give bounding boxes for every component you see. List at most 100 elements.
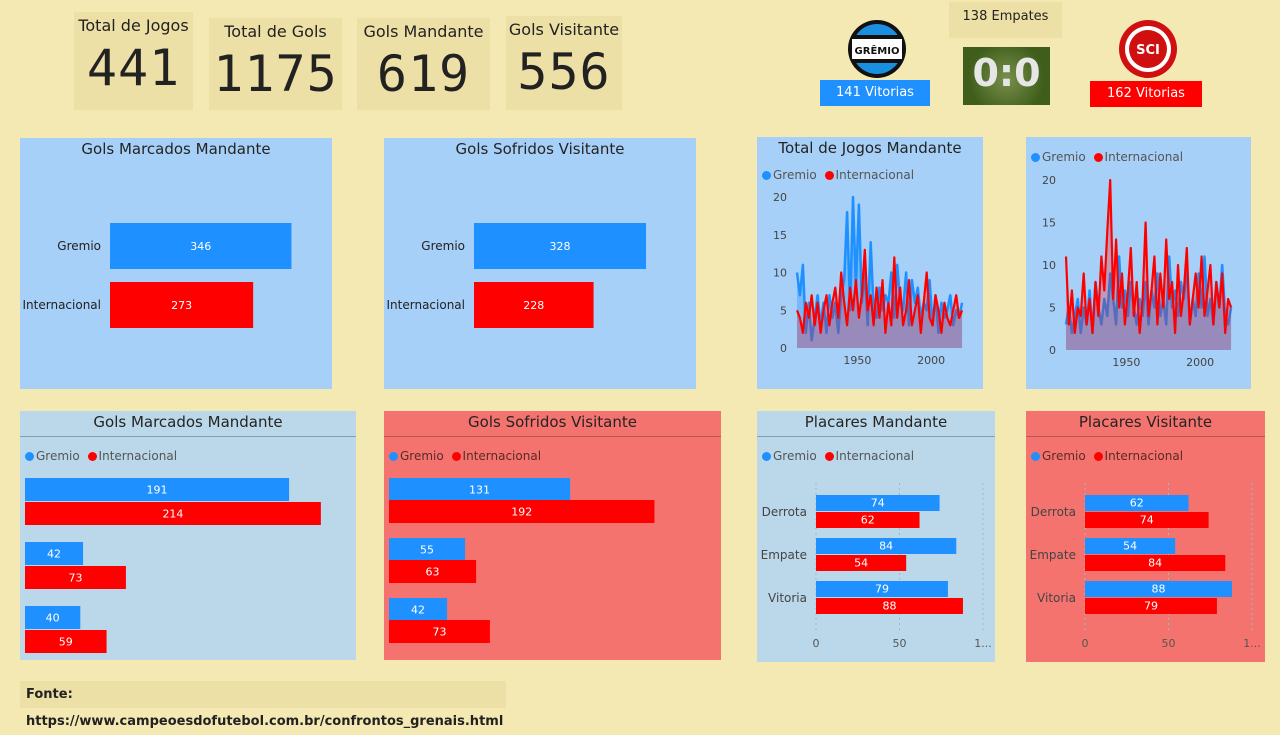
bar-data-label: 191 — [147, 484, 168, 497]
x-tick-label: 50 — [893, 637, 907, 650]
y-tick-label: 5 — [1049, 302, 1056, 315]
bar — [389, 560, 477, 583]
legend-gremio: Gremio — [773, 449, 817, 463]
panel-c2: Gols Sofridos Visitante 328 Gremio 228 Inte… — [384, 138, 696, 389]
inter-wins-badge: 162 Vitorias — [1090, 81, 1202, 107]
bar-data-label: 346 — [190, 240, 211, 253]
kpi-label: Total de Gols — [224, 22, 327, 41]
bar-data-label: 328 — [550, 240, 571, 253]
bar-data-label: 84 — [879, 540, 893, 553]
bar — [25, 566, 126, 589]
legend: Gremio Internacional — [1031, 150, 1187, 164]
panel-c3: Total de Jogos Mandante Gremio Internaci… — [757, 137, 983, 389]
bar-data-label: 54 — [1123, 540, 1137, 553]
kpi-value: 556 — [517, 43, 611, 101]
bar-data-label: 54 — [854, 557, 868, 570]
bar-data-label: 228 — [523, 299, 544, 312]
legend-inter: Internacional — [835, 168, 915, 182]
series-area-internacional — [797, 249, 963, 348]
legend-gremio: Gremio — [1042, 150, 1086, 164]
bar-data-label: 214 — [162, 508, 183, 521]
category-label: Internacional — [387, 298, 465, 312]
category-label: Internacional — [23, 298, 101, 312]
kpi-value: 441 — [86, 39, 181, 97]
kpi-total-jogos: Total de Jogos 441 — [74, 12, 193, 110]
bar — [25, 542, 84, 565]
legend-inter: Internacional — [835, 449, 915, 463]
kpi-total-gols: Total de Gols 1175 — [209, 18, 342, 110]
y-tick-label: 10 — [1042, 259, 1056, 272]
y-tick-label: 5 — [780, 304, 787, 317]
legend-gremio: Gremio — [1042, 449, 1086, 463]
category-label: Vitoria — [1037, 591, 1076, 605]
series-line-internacional — [795, 248, 964, 334]
kpi-gols-mandante: Gols Mandante 619 — [357, 18, 490, 110]
panel-c4: Gremio Internacional 0 5 10 15 20 1950 2000 — [1026, 137, 1251, 389]
bar — [389, 538, 466, 561]
gremio-logo-text: GRÊMIO — [855, 44, 900, 57]
legend-gremio: Gremio — [36, 449, 80, 463]
chart-c7: 0 50 1... Derrota 74 62 Empate 84 54 Vitoria 79 88 — [761, 483, 992, 650]
bar-data-label: 73 — [432, 626, 446, 639]
legend-inter: Internacional — [1104, 150, 1184, 164]
score-image: 0:0 — [963, 47, 1050, 105]
bar-data-label: 42 — [47, 548, 61, 561]
x-tick-label: 2000 — [1186, 356, 1214, 369]
bar — [816, 538, 957, 554]
bar-data-label: 59 — [59, 636, 73, 649]
bar — [1085, 555, 1226, 571]
bar — [1085, 581, 1232, 597]
chart-title: Gols Sofridos Visitante — [455, 140, 625, 158]
chart-title: Gols Marcados Mandante — [93, 413, 283, 431]
kpi-label: Total de Jogos — [78, 16, 189, 35]
bar-data-label: 74 — [1140, 514, 1154, 527]
x-tick-label: 1950 — [843, 354, 871, 367]
bar — [110, 282, 254, 328]
legend: Gremio Internacional — [762, 168, 918, 182]
chart-title: Total de Jogos Mandante — [778, 139, 962, 157]
legend-gremio: Gremio — [400, 449, 444, 463]
chart-title: Placares Mandante — [804, 413, 948, 431]
bar — [25, 630, 107, 653]
bar — [474, 282, 594, 328]
bar — [1085, 512, 1209, 528]
chart-c6: 131 192 55 63 42 73 — [389, 478, 655, 643]
x-tick-label: 0 — [1082, 637, 1089, 650]
bar-data-label: 88 — [1151, 583, 1165, 596]
bar-data-label: 42 — [411, 604, 425, 617]
x-tick-label: 1... — [1243, 637, 1261, 650]
kpi-value: 619 — [376, 45, 471, 103]
inter-logo: SCI — [1119, 20, 1177, 78]
bar-data-label: 55 — [420, 544, 434, 557]
bar — [1085, 598, 1217, 614]
panel-c1: Gols Marcados Mandante 346 Gremio 273 Inter… — [20, 138, 332, 389]
gremio-wins-badge: 141 Vitorias — [820, 80, 930, 106]
chart-title: Gols Marcados Mandante — [81, 140, 271, 158]
bar — [474, 223, 647, 269]
chart-title: Gols Sofridos Visitante — [468, 413, 637, 431]
empates-label: 138 Empates — [962, 9, 1049, 24]
chart-c2: 328 Gremio 228 Internacional — [387, 223, 647, 328]
chart-c8: 0 50 1... Derrota 62 74 Empate 54 84 Vitoria 88 79 — [1030, 483, 1261, 650]
bar-data-label: 79 — [875, 583, 889, 596]
bar — [25, 606, 81, 629]
legend-inter: Internacional — [98, 449, 178, 463]
legend-gremio: Gremio — [773, 168, 817, 182]
bar-data-label: 62 — [1130, 497, 1144, 510]
bar-data-label: 63 — [426, 566, 440, 579]
bar — [110, 223, 292, 269]
kpi-label: Gols Mandante — [363, 22, 484, 41]
y-tick-label: 15 — [1042, 217, 1056, 230]
legend: Gremio Internacional — [25, 449, 181, 463]
bar-data-label: 131 — [469, 484, 490, 497]
bar-data-label: 73 — [68, 572, 82, 585]
legend: Gremio Internacional — [389, 449, 545, 463]
category-label: Derrota — [762, 505, 807, 519]
panel-c5: Gols Marcados Mandante Gremio Internacio… — [20, 411, 356, 660]
x-tick-label: 50 — [1162, 637, 1176, 650]
bar — [25, 478, 290, 501]
panel-c8: Placares Visitante Gremio Internacional … — [1026, 411, 1265, 662]
series-line-internacional — [1064, 178, 1233, 335]
panel-c7: Placares Mandante Gremio Internacional 0… — [757, 411, 995, 662]
legend-inter: Internacional — [462, 449, 542, 463]
